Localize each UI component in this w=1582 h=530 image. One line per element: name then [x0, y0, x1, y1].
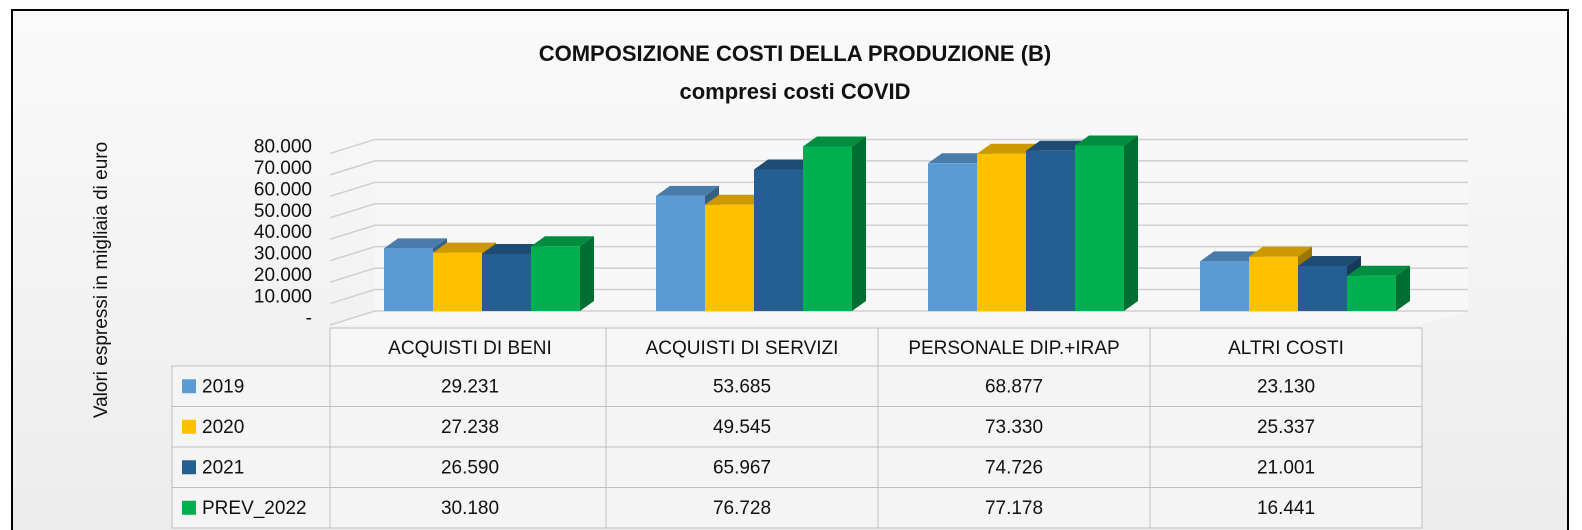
table-value: 27.238 [441, 417, 499, 438]
bar-side [1396, 265, 1410, 311]
y-tick-label: 70.000 [254, 158, 312, 179]
table-value: 68.877 [985, 376, 1043, 397]
table-value: 21.001 [1257, 457, 1315, 478]
y-tick-label: 60.000 [254, 179, 312, 200]
bar-front [754, 169, 803, 311]
table-value: 23.130 [1257, 376, 1315, 397]
x-tick-label: ACQUISTI DI BENI [388, 338, 552, 359]
table-row [171, 406, 1423, 448]
y-tick-label: 80.000 [254, 136, 312, 157]
legend-swatch [182, 500, 196, 515]
bar-side [852, 136, 866, 311]
table-value: 29.231 [441, 376, 499, 397]
bar-side [1124, 135, 1138, 311]
bar-top [482, 243, 545, 254]
legend-swatch [182, 460, 196, 475]
bar-top [1347, 265, 1410, 276]
y-tick-label: 40.000 [254, 222, 312, 243]
table-value: 73.330 [985, 417, 1043, 438]
table-value: 77.178 [985, 498, 1043, 519]
bar-front [928, 163, 977, 311]
bar-front [433, 252, 482, 311]
y-tick-label: 30.000 [254, 244, 312, 265]
bar-top [1200, 251, 1263, 262]
bar-top [754, 159, 817, 170]
bar [803, 136, 866, 311]
legend-swatch [182, 419, 196, 434]
bar-front [1075, 145, 1124, 311]
bar-top [803, 136, 866, 147]
plot-wall [330, 104, 1468, 325]
bar-front [1026, 150, 1075, 311]
bar-top [705, 194, 768, 205]
bar-top [1249, 246, 1312, 257]
table-row [171, 446, 1423, 488]
y-tick-label: - [306, 308, 312, 329]
bar-front [656, 195, 705, 311]
table-value: 26.590 [441, 457, 499, 478]
bar-top [531, 236, 594, 247]
legend-label: 2020 [202, 417, 244, 438]
table-value: 30.180 [441, 498, 499, 519]
table-value: 16.441 [1257, 498, 1315, 519]
legend-label: PREV_2022 [202, 498, 307, 519]
y-tick-label: 20.000 [254, 265, 312, 286]
bar [1075, 135, 1138, 311]
bar-top [656, 185, 719, 196]
x-tick-label: ALTRI COSTI [1228, 338, 1344, 359]
table-row [171, 365, 1423, 407]
legend-swatch [182, 379, 196, 394]
bar-top [1026, 140, 1089, 151]
bar-top [1075, 135, 1138, 146]
bar-top [977, 143, 1040, 154]
x-tick-label: ACQUISTI DI SERVIZI [646, 338, 839, 359]
bar-front [803, 146, 852, 311]
bar [1347, 265, 1410, 311]
table-value: 49.545 [713, 417, 771, 438]
bar-top [1298, 255, 1361, 266]
table-value: 76.728 [713, 498, 771, 519]
bar-front [977, 153, 1026, 311]
bar-front [1298, 265, 1347, 311]
bar [531, 236, 594, 311]
table-value: 74.726 [985, 457, 1043, 478]
legend-label: 2021 [202, 457, 244, 478]
legend-label: 2019 [202, 376, 244, 397]
bar-front [1249, 256, 1298, 311]
chart-subtitle: compresi costi COVID [679, 79, 910, 104]
chart-title: COMPOSIZIONE COSTI DELLA PRODUZIONE (B) [539, 41, 1052, 66]
table-value: 25.337 [1257, 417, 1315, 438]
bar-front [384, 248, 433, 311]
y-tick-label: 10.000 [254, 287, 312, 308]
y-tick-label: 50.000 [254, 201, 312, 222]
x-tick-label: PERSONALE DIP.+IRAP [908, 338, 1119, 359]
bar-side [580, 236, 594, 311]
bar-front [531, 246, 580, 311]
table-value: 65.967 [713, 457, 771, 478]
bar-front [482, 253, 531, 311]
bar-front [1347, 275, 1396, 311]
bar-top [384, 238, 447, 249]
bar-top [433, 242, 496, 253]
bar-front [705, 204, 754, 311]
bar-front [1200, 261, 1249, 311]
bar-top [928, 153, 991, 164]
table-value: 53.685 [713, 376, 771, 397]
y-axis-label: Valori espressi in migliaia di euro [91, 142, 112, 418]
table-row [171, 487, 1423, 529]
